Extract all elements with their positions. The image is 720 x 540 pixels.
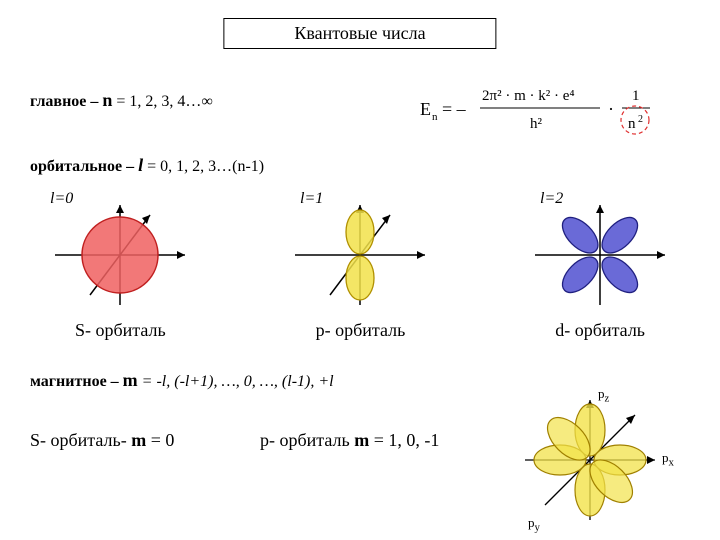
p-orbital-m-name: p- орбиталь: [260, 430, 354, 450]
py-label: py: [528, 515, 540, 534]
magnetic-symbol: m: [123, 370, 138, 390]
s-orbital-name: S- орбиталь: [75, 320, 166, 341]
p-orbital-diagram: [260, 200, 460, 310]
pz-label: pz: [598, 386, 609, 405]
principal-label: главное –: [30, 93, 98, 110]
orbital-names-row: S- орбиталь p- орбиталь d- орбиталь: [0, 320, 720, 341]
svg-text:E: E: [420, 99, 431, 119]
orbital-line: орбитальное – l = 0, 1, 2, 3…(n-1): [30, 155, 264, 176]
magnetic-values: = -l, (-l+1), …, 0, …, (l-1), +l: [142, 373, 334, 390]
orbital-label: орбитальное –: [30, 158, 134, 175]
p-combined-diagram: pz px py: [510, 390, 670, 535]
orbital-symbol: l: [138, 155, 143, 175]
s-orbital-diagram: [20, 200, 220, 310]
d-orbital-name: d- орбиталь: [555, 320, 645, 341]
svg-text:1: 1: [632, 88, 640, 104]
s-orbital-m-values: = 0: [151, 430, 175, 450]
magnetic-line: магнитное – m = -l, (-l+1), …, 0, …, (l-…: [30, 370, 334, 391]
svg-text:·: ·: [608, 99, 614, 119]
page-title: Квантовые числа: [223, 18, 496, 49]
p-orbital-name: p- орбиталь: [316, 320, 406, 341]
s-orbital-m-symbol: m: [131, 430, 146, 450]
principal-symbol: n: [102, 90, 112, 110]
orbital-diagrams-row: [0, 200, 720, 310]
s-orbital-m-line: S- орбиталь- m = 0: [30, 430, 174, 451]
svg-text:n: n: [432, 111, 438, 123]
svg-text:2: 2: [638, 114, 643, 125]
svg-text:= –: = –: [442, 99, 467, 119]
principal-line: главное – n = 1, 2, 3, 4…∞: [30, 90, 213, 111]
d-orbital-diagram: [500, 200, 700, 310]
s-orbital-m-name: S- орбиталь-: [30, 430, 127, 450]
p-orbital-m-line: p- орбиталь m = 1, 0, -1: [260, 430, 439, 451]
orbital-values: = 0, 1, 2, 3…(n-1): [147, 158, 264, 175]
principal-values: = 1, 2, 3, 4…∞: [116, 93, 212, 110]
magnetic-label: магнитное –: [30, 373, 119, 390]
p-orbital-m-symbol: m: [354, 430, 369, 450]
energy-formula: E n = – 2π² · m · k² · e⁴ h² · 1 n 2: [420, 80, 680, 145]
p-orbital-m-values: = 1, 0, -1: [374, 430, 440, 450]
formula-numerator: 2π² · m · k² · e⁴: [482, 88, 575, 104]
px-label: px: [662, 450, 674, 469]
svg-text:n: n: [628, 116, 636, 132]
svg-text:h²: h²: [530, 116, 543, 132]
